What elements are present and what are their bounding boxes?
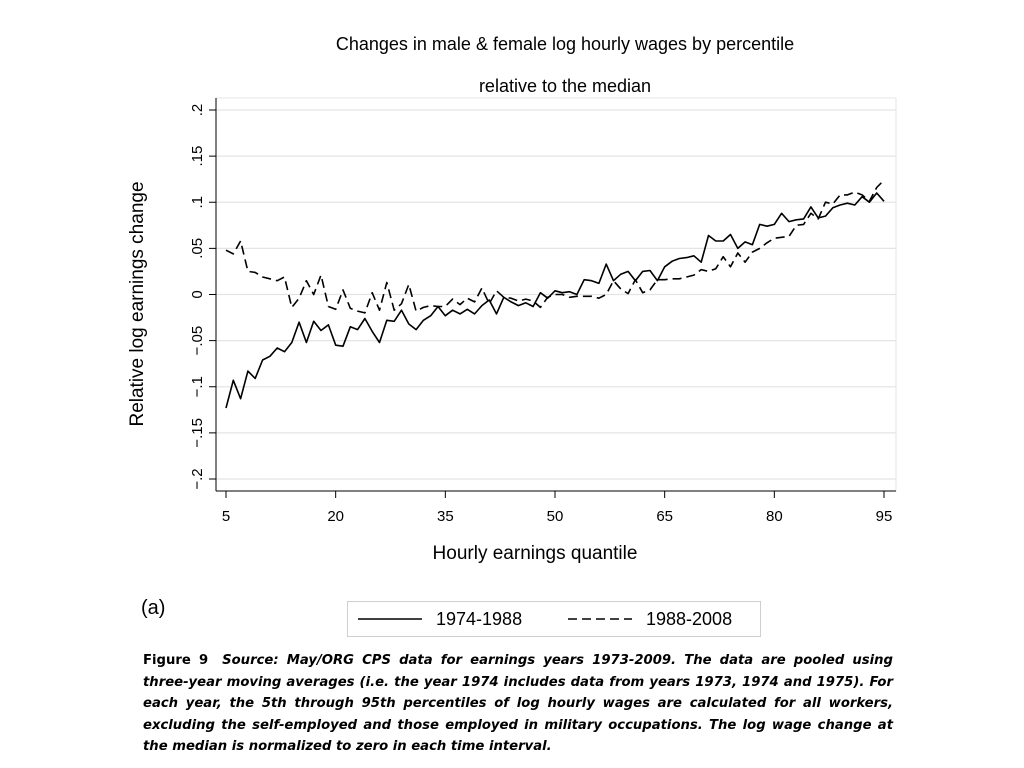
figure-label: Figure 9: [143, 653, 209, 668]
y-axis-label: Relative log earnings change: [127, 181, 148, 426]
legend-item-1974-1988: 1974-1988: [358, 609, 522, 630]
series-lines: [225, 179, 885, 409]
y-tick-label: −.15: [189, 418, 206, 448]
x-tick-label: 80: [766, 508, 783, 525]
line-chart: −.2−.15−.1−.050.05.1.15.2 5 20 35 50 65 80 95 …: [127, 97, 897, 564]
y-tick-label: .15: [189, 146, 206, 167]
panel-label: (a): [141, 597, 166, 619]
y-axis-ticks: −.2 −.15 −.1 −.05 0 .05 .1 .15 .2: [189, 104, 216, 490]
legend-swatch-solid: [358, 618, 422, 620]
y-tick-label: .05: [189, 238, 206, 259]
x-axis-label: Hourly earnings quantile: [433, 543, 638, 564]
x-tick-label: 20: [327, 508, 344, 525]
x-axis-ticks: 5 20 35 50 65 80 95: [222, 491, 893, 525]
legend: 1974-1988 1988-2008: [347, 601, 761, 637]
y-tick-label: .2: [189, 104, 206, 117]
caption-text: Source: May/ORG CPS data for earnings ye…: [143, 653, 893, 754]
series-line-1988-2008: [225, 179, 885, 314]
chart-subtitle: relative to the median: [478, 76, 652, 96]
figure-caption: Figure 9 Source: May/ORG CPS data for ear…: [143, 650, 893, 758]
series-line-1974-1988: [225, 192, 885, 409]
chart-title: Changes in male & female log hourly wage…: [335, 34, 795, 54]
legend-item-1988-2008: 1988-2008: [568, 609, 732, 630]
legend-label: 1974-1988: [436, 608, 523, 629]
x-tick-label: 65: [656, 508, 673, 525]
y-tick-label: −.05: [189, 326, 206, 356]
x-tick-label: 95: [876, 508, 893, 525]
x-tick-label: 5: [222, 508, 230, 525]
y-tick-label: 0: [189, 290, 206, 298]
legend-swatch-dashed: [568, 618, 632, 620]
x-tick-label: 35: [437, 508, 454, 525]
y-tick-label: −.1: [189, 376, 206, 397]
legend-label: 1988-2008: [646, 608, 733, 629]
gridlines: [216, 109, 896, 480]
x-tick-label: 50: [547, 508, 564, 525]
y-tick-label: −.2: [189, 468, 206, 489]
y-tick-label: .1: [189, 196, 206, 209]
